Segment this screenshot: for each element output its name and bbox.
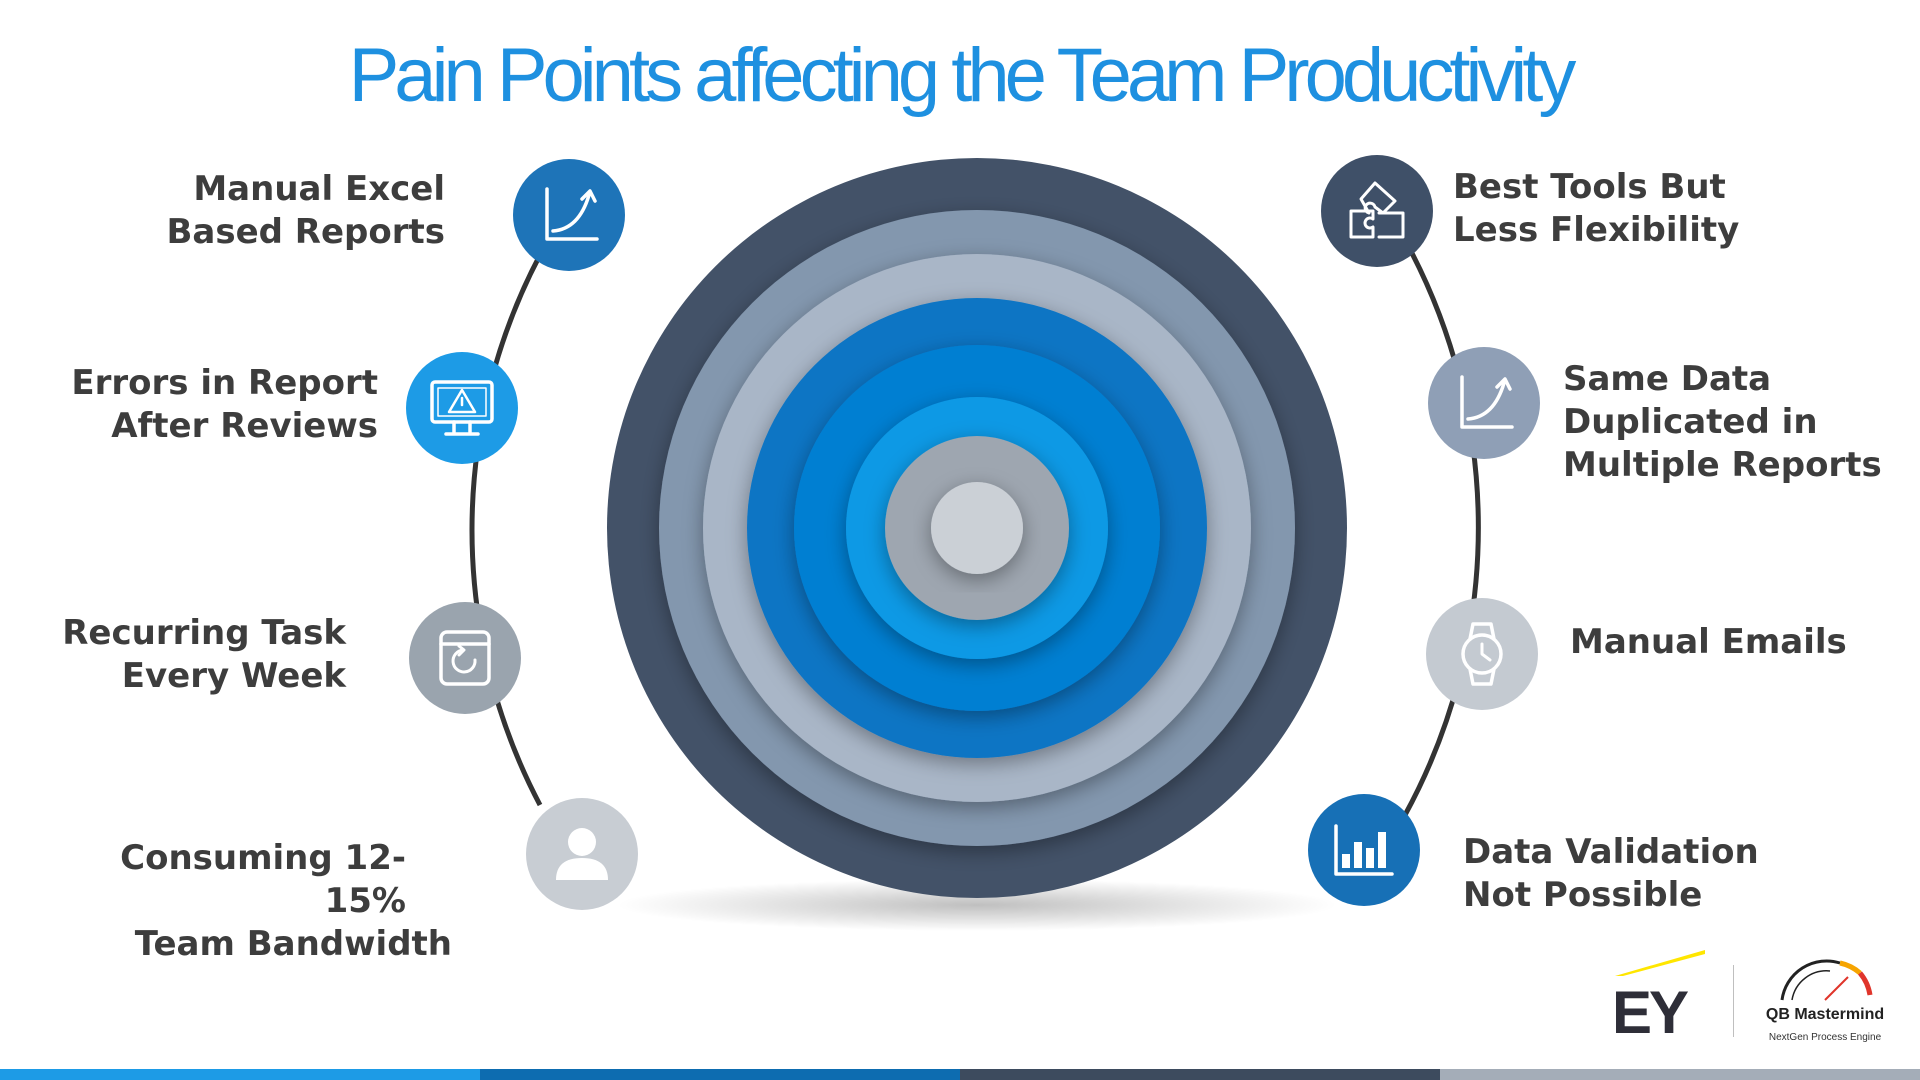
logo-divider [1733, 965, 1734, 1037]
right-icon-circle-1 [1321, 155, 1433, 267]
pain-point-line: Based Reports [166, 212, 445, 252]
pain-point-line: Duplicated in [1563, 402, 1818, 442]
target-ground-shadow [617, 879, 1337, 931]
right-icon-circle-4 [1308, 794, 1420, 906]
pain-point-manual-emails: Manual Emails [1570, 621, 1900, 664]
concentric-rings [607, 158, 1347, 898]
pain-point-line: Recurring Task [62, 613, 346, 653]
pain-point-line: Consuming 12-15% [120, 838, 406, 921]
chart-growth-icon [513, 159, 625, 271]
pain-point-same-data: Same Data Duplicated in Multiple Reports [1563, 358, 1913, 487]
pain-point-manual-excel: Manual Excel Based Reports [120, 168, 445, 254]
watch-icon [1426, 598, 1538, 710]
left-icon-circle-1 [513, 159, 625, 271]
pain-point-line: Errors in Report [71, 363, 378, 403]
pain-point-line: Multiple Reports [1563, 445, 1882, 485]
left-icon-circle-3 [409, 602, 521, 714]
pain-point-errors-in-report: Errors in Report After Reviews [60, 362, 378, 448]
footer-color-bar [0, 1069, 1920, 1080]
calendar-refresh-icon [409, 602, 521, 714]
monitor-warning-icon [406, 352, 518, 464]
left-icon-circle-2 [406, 352, 518, 464]
pain-point-icons [406, 155, 1540, 910]
qb-mastermind-logo: QB Mastermind [1765, 1006, 1885, 1023]
chart-growth-icon [1428, 347, 1540, 459]
pain-point-line: Team Bandwidth [134, 924, 452, 964]
ey-logo: EY [1612, 979, 1689, 1046]
ey-logo-accent-icon [1615, 950, 1705, 976]
right-connector-arc [1402, 238, 1481, 817]
puzzle-icon [1321, 155, 1433, 267]
pain-point-line: Less Flexibility [1453, 210, 1740, 250]
pain-point-line: Every Week [121, 656, 346, 696]
target-ring-8 [931, 482, 1023, 574]
pain-point-line: Manual Excel [193, 169, 445, 209]
footer-segment [0, 1069, 480, 1080]
pain-point-line: Same Data [1563, 359, 1772, 399]
footer-segment [1440, 1069, 1920, 1080]
pain-point-best-tools: Best Tools But Less Flexibility [1453, 166, 1813, 252]
qb-mastermind-tagline: NextGen Process Engine [1768, 1032, 1882, 1043]
left-connector-arc [469, 253, 543, 807]
pain-point-line: Data Validation [1463, 832, 1759, 872]
pain-point-line: After Reviews [111, 406, 378, 446]
pain-point-line: Best Tools But [1453, 167, 1726, 207]
pain-point-line: Not Possible [1463, 875, 1703, 915]
pain-point-line: Manual Emails [1570, 622, 1847, 662]
user-icon [526, 798, 638, 910]
pain-point-data-validation: Data Validation Not Possible [1463, 831, 1813, 917]
slide-title: Pain Points affecting the Team Productiv… [348, 33, 1577, 118]
footer-segment [480, 1069, 960, 1080]
pain-point-recurring-task: Recurring Task Every Week [40, 612, 346, 698]
qb-gauge-icon [1780, 959, 1873, 1001]
footer-segment [960, 1069, 1440, 1080]
right-icon-circle-2 [1428, 347, 1540, 459]
bar-chart-icon [1308, 794, 1420, 906]
pain-point-consuming-bandwidth: Consuming 12-15% Team Bandwidth [60, 837, 452, 966]
